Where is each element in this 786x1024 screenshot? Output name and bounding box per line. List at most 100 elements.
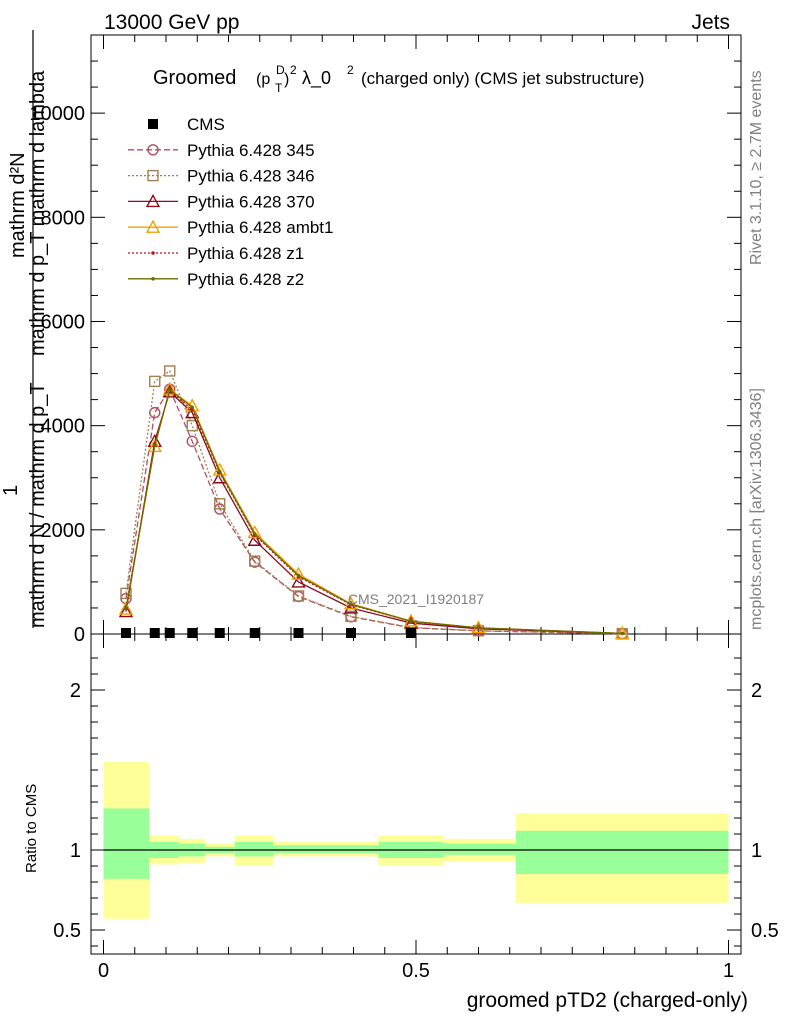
series-6-point-5 — [252, 532, 257, 536]
series-2-point-4 — [214, 498, 226, 510]
legend-marker-6 — [151, 277, 155, 281]
title-close: ) — [284, 71, 289, 88]
series-2-point-5 — [249, 555, 261, 567]
x-tick-label-2: 1 — [723, 960, 734, 982]
series-6-point-0 — [124, 606, 128, 611]
ratio-y-tick-label-right-0: 0.5 — [751, 920, 779, 942]
legend-label-1: Pythia 6.428 345 — [187, 141, 315, 160]
watermark: CMS_2021_I1920187 — [348, 591, 484, 607]
ratio-band-inner-4 — [234, 842, 274, 857]
legend-label-4: Pythia 6.428 ambt1 — [187, 218, 333, 237]
series-6-point-6 — [296, 573, 301, 578]
main-ylabel: mathrm d²N mathrm d p_T mathrm d lambda … — [0, 30, 49, 628]
ratio-y-tick-label-1: 1 — [70, 840, 81, 862]
legend-item-0: CMS — [148, 115, 225, 134]
series-1-point-3 — [186, 435, 198, 447]
title-prefix: Groomed — [153, 67, 236, 89]
series-6 — [124, 387, 625, 636]
series-2-point-6 — [292, 590, 305, 602]
series-0-point-2 — [164, 628, 175, 638]
series-6-point-4 — [217, 469, 222, 474]
x-tick-label-1: 0.5 — [402, 960, 430, 982]
y-tick-label-2: 4000 — [41, 416, 86, 438]
main-axes: 0 2000 4000 6000 8000 10000 0 0.5 1 — [29, 35, 741, 982]
ratio-axes: 0.5 0.5 1 1 2 2 — [53, 657, 779, 947]
ratio-band-inner-6 — [323, 845, 379, 854]
ratio-y-tick-label-right-1: 1 — [751, 840, 762, 862]
series-0-point-8 — [406, 628, 416, 638]
series-3-point-6 — [291, 574, 306, 588]
legend-item-2: Pythia 6.428 346 — [128, 167, 315, 186]
series-4-point-5 — [247, 524, 262, 539]
ratio-band-inner-8 — [443, 843, 516, 855]
legend-marker-1 — [147, 144, 159, 156]
series-0-point-5 — [249, 628, 260, 638]
legend-item-3: Pythia 6.428 370 — [128, 192, 315, 211]
series-layer — [118, 365, 630, 640]
series-1-point-1 — [149, 406, 161, 419]
legend-item-5: Pythia 6.428 z1 — [128, 244, 304, 263]
series-6-point-3 — [190, 405, 195, 410]
y-tick-label-1: 2000 — [41, 520, 86, 542]
series-0-point-4 — [214, 628, 225, 638]
series-3-point-0 — [118, 604, 134, 618]
title-pow2: 2 — [347, 63, 354, 77]
title-sub: T — [275, 81, 283, 95]
ratio-bands — [103, 762, 729, 919]
series-0-point-3 — [187, 628, 198, 638]
series-6-point-9 — [476, 626, 481, 630]
ylabel-bottom: mathrm d N / mathrm d p_T — [27, 382, 49, 628]
ratio-band-inner-9 — [516, 830, 729, 874]
series-6-point-10 — [620, 631, 625, 636]
series-0-point-6 — [293, 628, 304, 638]
series-4-point-0 — [118, 601, 134, 615]
legend-marker-3 — [145, 193, 161, 208]
y-tick-label-3: 6000 — [41, 311, 86, 333]
series-2-point-0 — [120, 587, 132, 600]
series-0-point-1 — [149, 628, 160, 638]
series-6-point-1 — [152, 443, 157, 448]
title-tail: (charged only) (CMS jet substructure) — [361, 69, 644, 88]
ratio-frame — [90, 633, 742, 955]
ratio-y-tick-label-2: 2 — [70, 680, 81, 702]
ratio-band-inner-5 — [273, 845, 324, 854]
ylabel-top: mathrm d²N — [7, 152, 29, 258]
header-right: Jets — [691, 11, 730, 34]
series-0 — [121, 628, 416, 638]
legend-label-3: Pythia 6.428 370 — [187, 192, 315, 211]
series-3-point-7 — [343, 600, 359, 614]
x-tick-label-0: 0 — [98, 960, 109, 982]
legend-marker-0 — [148, 119, 158, 129]
series-4-point-1 — [147, 439, 162, 453]
plot-title: Groomed (p D T ) 2 λ_0 2 (charged only) … — [153, 63, 644, 95]
legend-label-6: Pythia 6.428 z2 — [187, 270, 304, 289]
xlabel: groomed pTD2 (charged-only) — [467, 989, 748, 1012]
ratio-y-tick-label-0: 0.5 — [53, 920, 81, 942]
legend-item-6: Pythia 6.428 z2 — [128, 270, 304, 289]
ylabel-one: 1 — [0, 485, 22, 496]
rivet-label: Rivet 3.1.10, ≥ 2.7M events — [748, 70, 765, 265]
mcplots-label: mcplots.cern.ch [arXiv:1306.3436] — [748, 388, 765, 630]
legend-label-2: Pythia 6.428 346 — [187, 167, 315, 186]
series-4-point-4 — [212, 462, 227, 476]
y-tick-label-5: 10000 — [29, 103, 85, 125]
series-line-2 — [125, 369, 623, 635]
y-tick-label-0: 0 — [74, 624, 85, 646]
legend-marker-2 — [147, 169, 159, 182]
title-sup: D — [276, 63, 285, 77]
legend-marker-4 — [145, 219, 161, 233]
legend-label-5: Pythia 6.428 z1 — [187, 244, 304, 263]
series-6-point-8 — [409, 619, 413, 624]
series-0-point-7 — [346, 628, 356, 638]
series-2-point-1 — [149, 375, 161, 388]
legend: CMS Pythia 6.428 345 Pythia 6.428 346 Pythi… — [128, 115, 333, 289]
ratio-band-inner-0 — [103, 808, 150, 879]
ratio-ylabel: Ratio to CMS — [23, 784, 40, 873]
series-6-point-7 — [349, 602, 353, 607]
title-pow: 2 — [290, 63, 297, 77]
series-4-point-2 — [162, 381, 177, 395]
series-2-point-7 — [345, 610, 357, 622]
legend-label-0: CMS — [187, 115, 225, 134]
title-p: (p — [256, 71, 270, 88]
